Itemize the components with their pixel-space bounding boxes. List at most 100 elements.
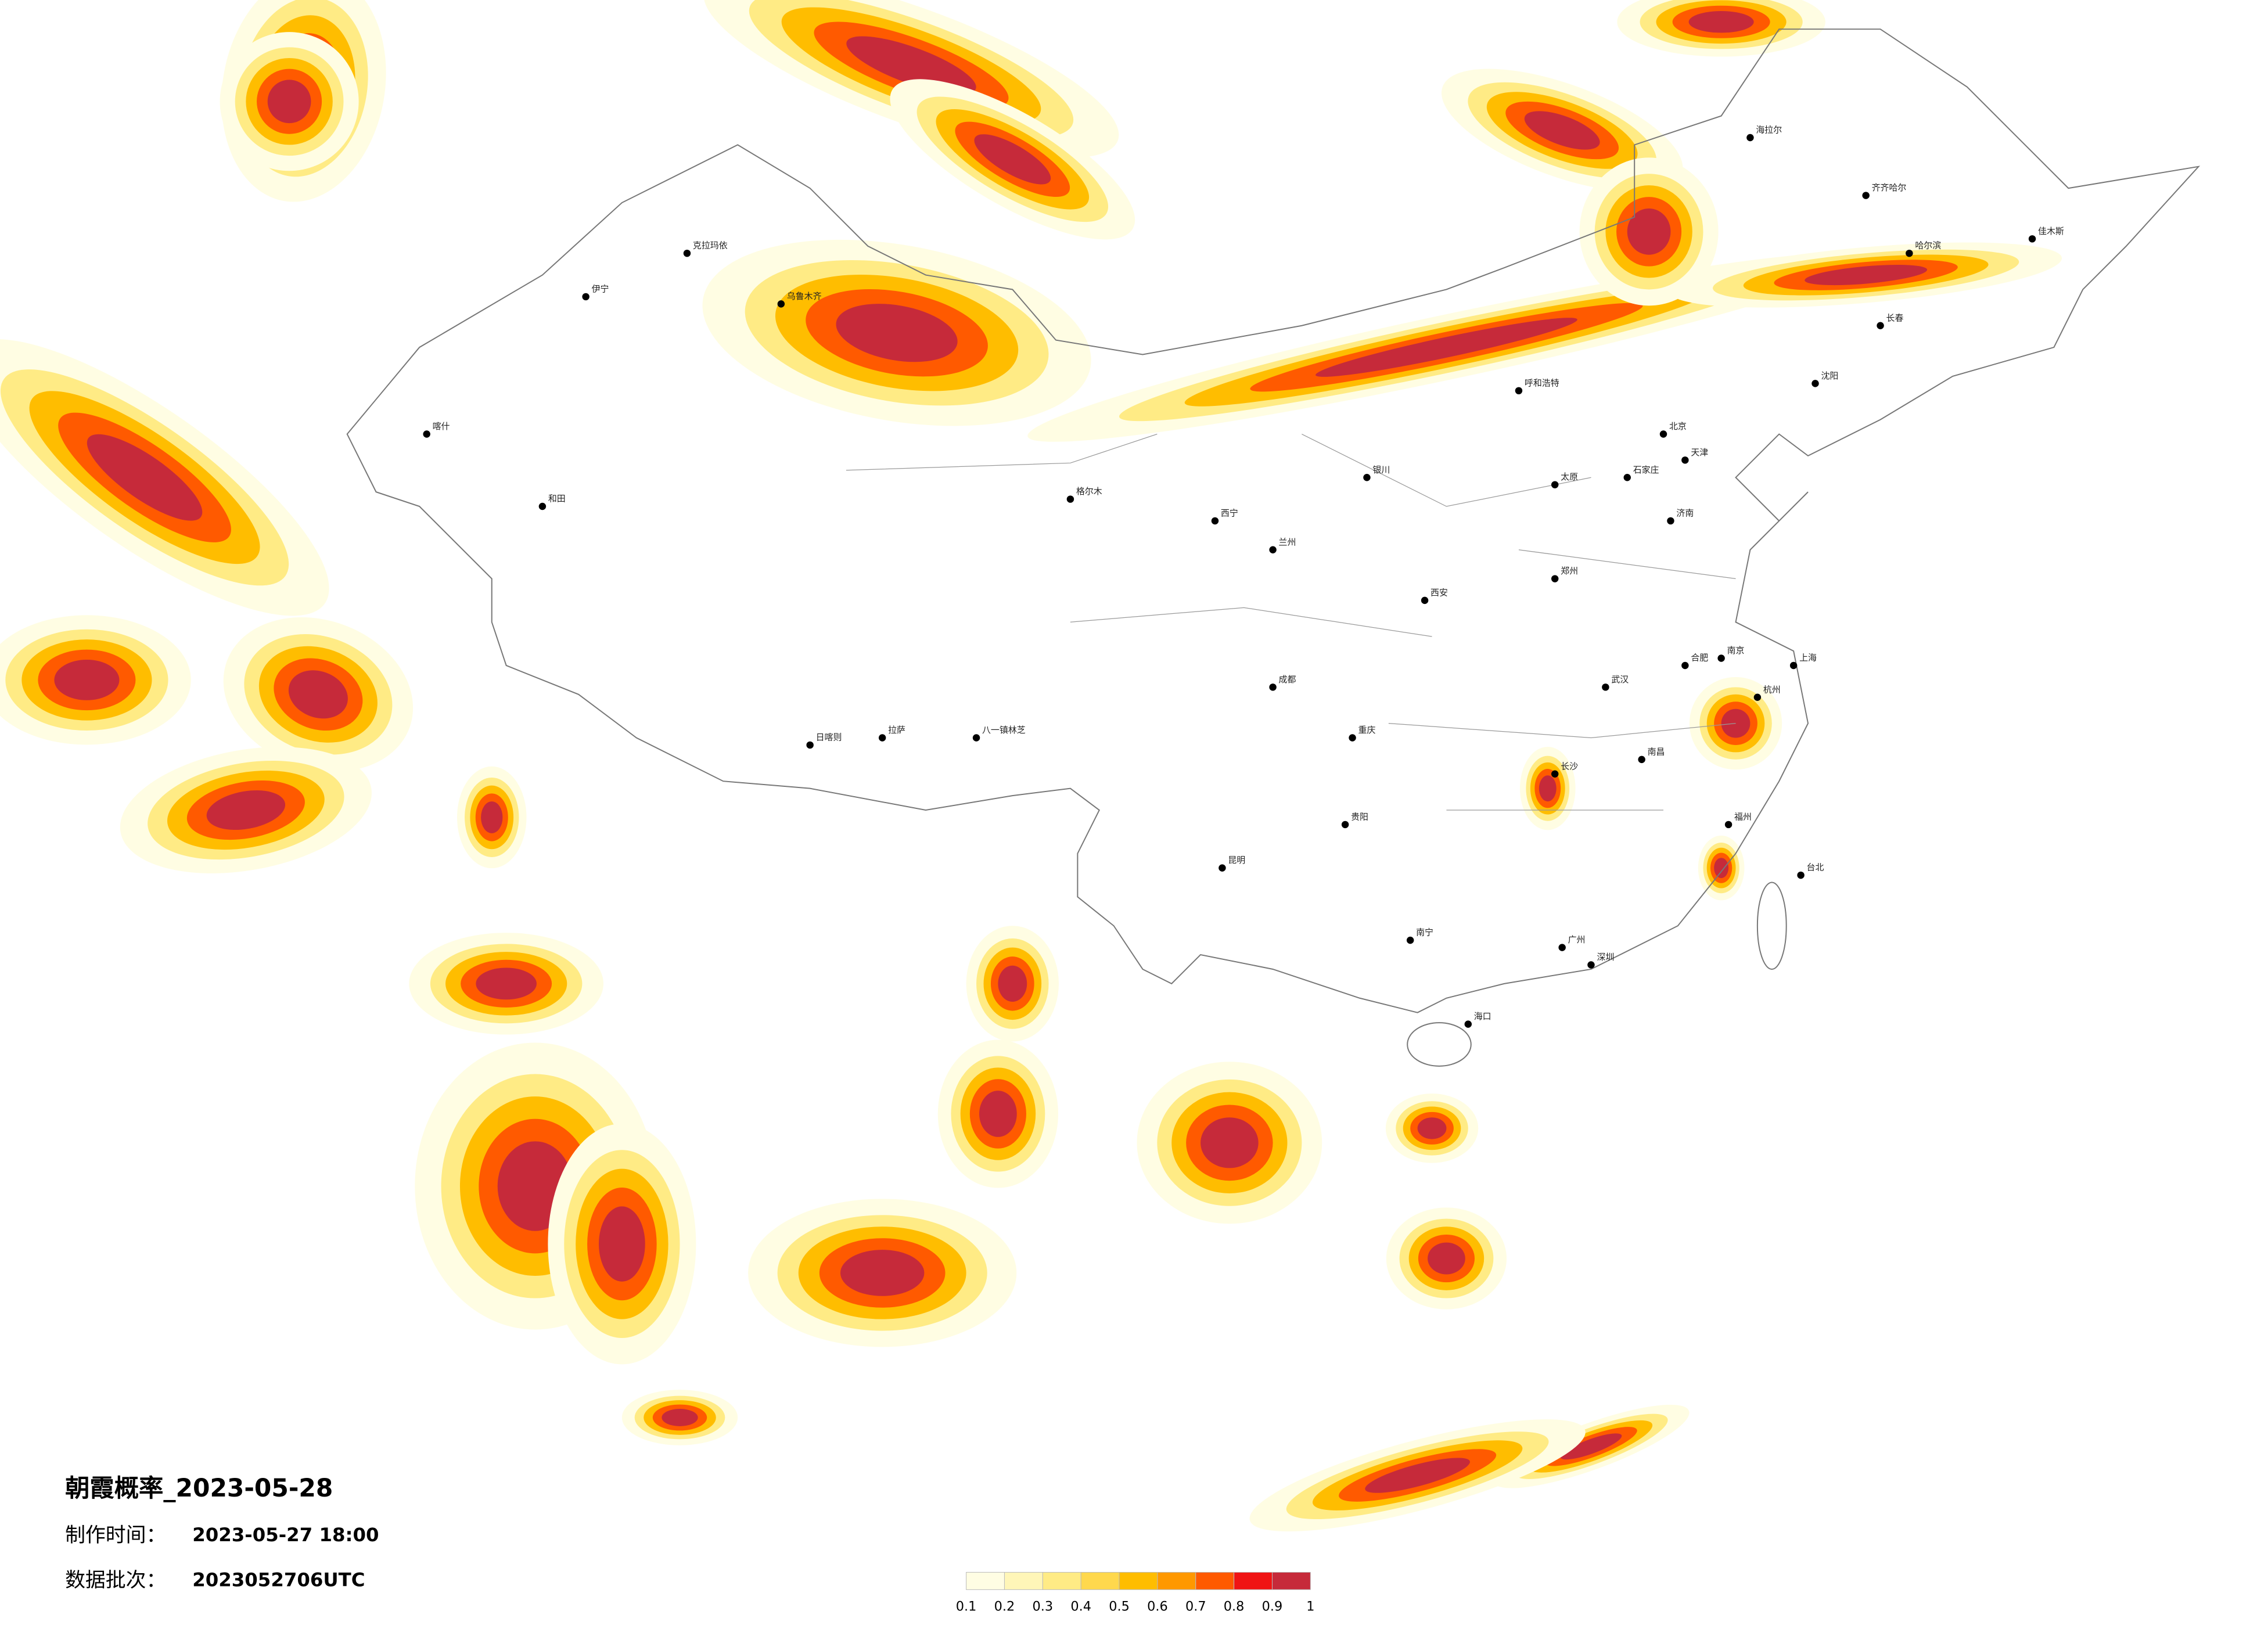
city-dot	[582, 293, 590, 301]
city-dot	[538, 502, 547, 510]
probability-area	[846, 36, 976, 95]
city-dot	[1464, 1020, 1472, 1028]
city-label: 拉萨	[888, 725, 905, 735]
info-value: 2023-05-27 18:00	[192, 1524, 379, 1546]
probability-area	[54, 660, 120, 700]
city-label: 上海	[1799, 653, 1817, 663]
probability-field	[0, 0, 2062, 1532]
city-dot	[1659, 430, 1667, 438]
city-dot	[1667, 517, 1674, 525]
city-label: 西安	[1430, 587, 1448, 598]
city-dot	[1797, 871, 1805, 879]
city-label: 喀什	[433, 421, 450, 431]
legend-swatch	[1195, 1571, 1235, 1590]
info-value: 2023052706UTC	[192, 1569, 365, 1591]
legend-swatch	[1080, 1571, 1120, 1590]
probability-area	[662, 1409, 698, 1426]
map-title: 朝霞概率_2023-05-28	[65, 1474, 333, 1502]
city-dot	[1862, 192, 1870, 199]
province-border	[846, 433, 1736, 811]
legend-swatch	[1271, 1571, 1311, 1590]
city-label: 南宁	[1416, 927, 1433, 938]
legend-swatch	[1157, 1571, 1196, 1590]
city-dot	[1681, 456, 1689, 464]
city-dot	[1066, 495, 1074, 503]
city-label: 齐齐哈尔	[1872, 182, 1907, 193]
city-dot	[972, 734, 980, 742]
info-label: 制作时间：	[65, 1524, 166, 1547]
city-dot	[1363, 473, 1371, 481]
legend-tick-label: 0.2	[994, 1599, 1015, 1614]
city-label: 台北	[1807, 862, 1824, 873]
city-label: 和田	[548, 494, 566, 504]
city-dot	[1269, 546, 1277, 553]
probability-area	[836, 304, 958, 362]
city-dot	[806, 741, 814, 749]
city-dot	[1341, 821, 1349, 829]
city-dot	[683, 249, 691, 257]
city-label: 八一镇林芝	[982, 725, 1026, 735]
city-dot	[1602, 684, 1609, 691]
country-border	[346, 28, 2201, 1013]
city-label: 石家庄	[1633, 465, 1659, 475]
city-label: 长沙	[1561, 761, 1578, 771]
probability-area	[476, 967, 537, 1000]
legend-tick-label: 0.3	[1033, 1599, 1054, 1614]
city-label: 福州	[1734, 811, 1752, 822]
city-dot	[1746, 134, 1754, 142]
city-label: 太原	[1561, 472, 1578, 482]
city-label: 天津	[1691, 447, 1708, 458]
legend-tick-label: 1	[1306, 1599, 1314, 1614]
city-dot	[1421, 596, 1429, 605]
probability-area	[1524, 111, 1600, 150]
city-label: 呼和浩特	[1525, 377, 1559, 388]
probability-area	[979, 1091, 1017, 1137]
probability-area	[87, 434, 203, 521]
probability-area	[1428, 1242, 1465, 1275]
city-label: 伊宁	[592, 283, 609, 294]
city-label: 北京	[1669, 421, 1687, 431]
city-dot	[1558, 944, 1566, 951]
legend-swatch	[966, 1571, 1005, 1590]
city-dot	[777, 300, 785, 308]
info-label: 数据批次：	[65, 1569, 166, 1592]
probability-area	[1365, 1458, 1470, 1493]
city-dot	[2028, 235, 2036, 243]
city-label: 南京	[1727, 645, 1745, 656]
city-label: 杭州	[1763, 684, 1781, 695]
legend-swatch	[1004, 1571, 1043, 1590]
city-label: 海拉尔	[1756, 125, 1782, 135]
legend-tick-label: 0.7	[1185, 1599, 1206, 1614]
probability-area	[1805, 265, 1928, 286]
legend-tick-label: 0.5	[1109, 1599, 1130, 1614]
city-dot	[1724, 821, 1733, 829]
city-dot	[1551, 770, 1559, 778]
city-dot	[1638, 756, 1645, 764]
city-label: 克拉玛依	[693, 240, 728, 251]
probability-area	[998, 965, 1027, 1002]
probability-area	[1417, 1117, 1447, 1139]
probability-area	[1627, 208, 1671, 255]
legend-tick-label: 0.8	[1224, 1599, 1245, 1614]
city-dot	[1211, 517, 1219, 525]
probability-area	[481, 801, 503, 833]
city-label: 沈阳	[1821, 370, 1838, 381]
hainan-border	[1407, 1022, 1472, 1067]
legend: 0.1 0.2 0.3 0.4 0.5 0.6 0.7 0.8 0.9 1	[956, 1571, 1314, 1614]
probability-area	[1688, 11, 1754, 33]
city-label: 成都	[1279, 674, 1296, 685]
legend-swatch	[1234, 1571, 1273, 1590]
city-label: 郑州	[1561, 566, 1578, 576]
legend-tick-label: 0.6	[1147, 1599, 1168, 1614]
city-label: 格尔木	[1076, 486, 1102, 497]
city-dot	[1515, 387, 1523, 395]
city-label: 贵阳	[1351, 811, 1368, 822]
city-dot	[1551, 575, 1559, 582]
city-label: 兰州	[1279, 537, 1296, 547]
legend-swatch	[1119, 1571, 1158, 1590]
city-dot	[1219, 864, 1226, 872]
city-dot	[1406, 936, 1414, 944]
